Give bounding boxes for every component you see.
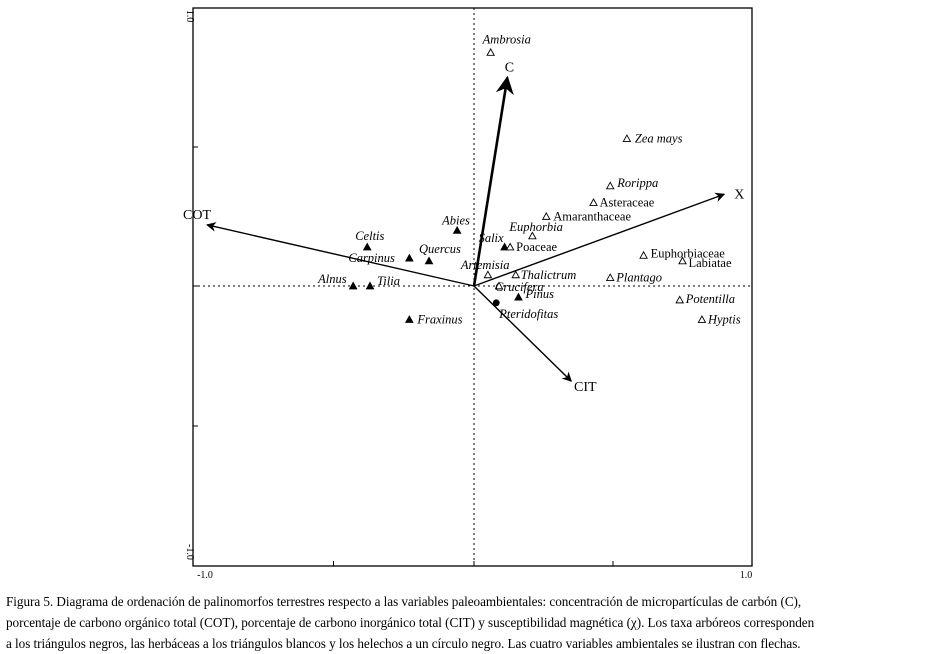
point-label-fraxinus: Fraxinus bbox=[416, 313, 462, 327]
x-tick-label-min: -1.0 bbox=[197, 570, 213, 581]
point-pinus bbox=[514, 292, 523, 301]
point-labiatae bbox=[678, 256, 687, 265]
point-amaranthaceae bbox=[541, 211, 551, 220]
point-label-asteraceae: Asteraceae bbox=[600, 196, 655, 210]
point-celtis bbox=[362, 242, 372, 251]
point-label-potentilla: Potentilla bbox=[685, 292, 735, 306]
point-crucifera bbox=[494, 281, 504, 290]
point-label-salix: Salix bbox=[479, 231, 504, 245]
point-carpinus bbox=[405, 253, 414, 262]
arrow-label-cot: COT bbox=[183, 208, 211, 223]
point-label-pteridofitas: Pteridofitas bbox=[498, 307, 558, 321]
caption-line-3: a los triángulos negros, las herbáceas a… bbox=[6, 636, 801, 651]
point-tilia bbox=[365, 281, 375, 290]
point-label-labiatae: Labiatae bbox=[689, 256, 732, 270]
environmental-arrows: C COT X CIT bbox=[183, 61, 744, 396]
point-poaceae bbox=[505, 242, 515, 251]
point-alnus bbox=[348, 281, 358, 290]
point-label-alnus: Alnus bbox=[317, 272, 347, 286]
point-label-carpinus: Carpinus bbox=[348, 251, 395, 265]
y-tick-label-max: 1.0 bbox=[184, 10, 195, 23]
point-euphorbiaceae bbox=[639, 250, 648, 259]
point-euphorbia bbox=[528, 231, 537, 240]
point-artemisia bbox=[483, 270, 493, 279]
point-label-hyptis: Hyptis bbox=[707, 313, 741, 327]
point-label-artemisia: Artemisia bbox=[460, 258, 510, 272]
point-asteraceae bbox=[589, 198, 598, 206]
point-rorippa bbox=[605, 181, 615, 190]
point-fraxinus bbox=[405, 315, 414, 323]
ordination-plot: -1.0 1.0 1.0 -1.0 C COT X CIT Abies Celtis Carpi… bbox=[183, 7, 753, 581]
point-quercus bbox=[424, 256, 434, 265]
point-label-tilia: Tilia bbox=[377, 274, 400, 288]
point-label-thalictrum: Thalictrum bbox=[521, 268, 577, 282]
point-potentilla bbox=[675, 295, 685, 304]
arrow-label-cit: CIT bbox=[574, 380, 597, 395]
point-label-plantago: Plantago bbox=[615, 271, 662, 285]
point-label-euphorbia: Euphorbia bbox=[508, 220, 562, 234]
point-pteridofitas bbox=[492, 299, 500, 307]
point-zea-mays bbox=[622, 134, 632, 142]
point-plantago bbox=[605, 273, 615, 281]
x-tick-label-max: 1.0 bbox=[740, 570, 753, 581]
point-label-zea-mays: Zea mays bbox=[635, 132, 683, 146]
arrow-label-c: C bbox=[505, 61, 514, 76]
taxa-points: Abies Celtis Carpinus Quercus Alnus Tilia Frax… bbox=[317, 32, 741, 326]
arrow-cit bbox=[473, 285, 573, 382]
plot-border bbox=[192, 7, 753, 567]
arrow-label-x: X bbox=[734, 187, 744, 202]
point-label-celtis: Celtis bbox=[355, 229, 384, 243]
point-label-crucifera: Crucifera bbox=[495, 280, 544, 294]
arrow-c bbox=[472, 75, 514, 287]
point-thalictrum bbox=[511, 270, 521, 279]
caption-line-2: porcentaje de carbono orgánico total (CO… bbox=[6, 615, 815, 630]
point-label-abies: Abies bbox=[441, 213, 470, 227]
y-tick-label-min: -1.0 bbox=[184, 544, 195, 560]
point-label-amaranthaceae: Amaranthaceae bbox=[553, 210, 631, 224]
point-label-euphorbiaceae: Euphorbiaceae bbox=[651, 246, 726, 260]
point-label-pinus: Pinus bbox=[524, 287, 554, 301]
caption-line-1: Figura 5. Diagrama de ordenación de pali… bbox=[6, 594, 802, 609]
point-salix bbox=[500, 242, 509, 251]
point-label-quercus: Quercus bbox=[419, 242, 461, 256]
point-abies bbox=[452, 225, 462, 234]
figure-caption: Figura 5. Diagrama de ordenación de pali… bbox=[6, 591, 938, 654]
point-label-poaceae: Poaceae bbox=[516, 240, 557, 254]
point-label-rorippa: Rorippa bbox=[616, 176, 658, 190]
plot-frame bbox=[192, 7, 753, 567]
point-hyptis bbox=[697, 315, 707, 323]
axis-ticks: -1.0 1.0 1.0 -1.0 bbox=[184, 10, 752, 581]
point-ambrosia bbox=[486, 47, 496, 56]
arrow-cot bbox=[206, 222, 475, 287]
point-label-ambrosia: Ambrosia bbox=[482, 32, 531, 46]
